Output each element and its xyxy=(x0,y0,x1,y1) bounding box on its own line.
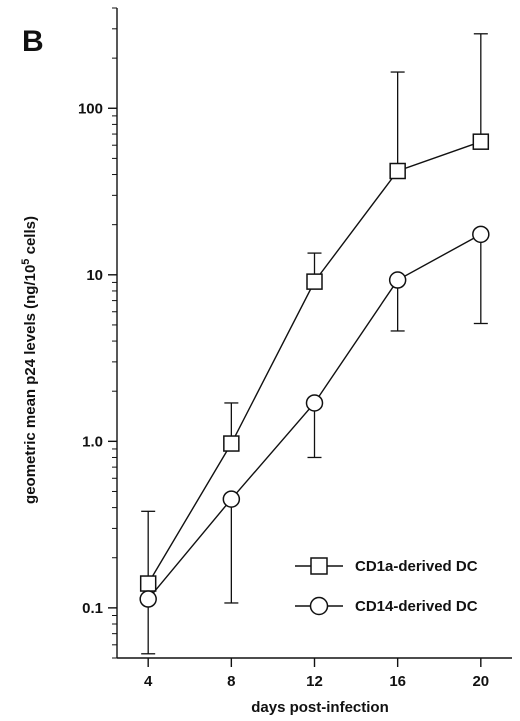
legend: CD1a-derived DC CD14-derived DC xyxy=(295,557,478,616)
y-tick-label: 0.1 xyxy=(82,600,103,617)
y-tick-label: 1.0 xyxy=(82,433,103,450)
x-tick-label: 8 xyxy=(227,673,235,690)
x-tick-label: 16 xyxy=(389,673,406,690)
y-axis-title-superscript: 5 xyxy=(20,259,32,265)
legend-marker-square xyxy=(310,557,328,575)
y-axis-title: geometric mean p24 levels (ng/105 cells) xyxy=(20,216,39,504)
x-tick-label: 4 xyxy=(144,673,153,690)
x-axis-title: days post-infection xyxy=(251,699,389,716)
data-point-circle xyxy=(222,490,241,508)
data-point-square xyxy=(223,435,240,452)
data-point-square xyxy=(139,575,157,592)
x-tick-label: 20 xyxy=(472,673,489,690)
y-tick-label: 10 xyxy=(86,267,103,284)
legend-label: CD14-derived DC xyxy=(355,598,478,615)
x-tick-label: 12 xyxy=(306,673,323,690)
data-point-circle xyxy=(305,394,324,412)
data-point-square xyxy=(472,133,490,150)
data-point-circle xyxy=(388,271,407,289)
panel-label: B xyxy=(22,25,44,58)
legend-label: CD1a-derived DC xyxy=(355,558,478,575)
data-point-circle xyxy=(472,225,490,244)
y-tick-label: 100 xyxy=(78,100,103,117)
data-point-square xyxy=(389,162,406,180)
data-point-circle xyxy=(139,590,157,608)
plot-area: 0.1 1.0 10 100 4 8 12 16 20 xyxy=(78,7,512,690)
y-axis-title-suffix: cells) xyxy=(22,216,39,259)
series-line xyxy=(147,141,482,584)
data-point-square xyxy=(306,273,323,290)
legend-marker-circle xyxy=(309,596,329,616)
y-axis-title-prefix: geometric mean p24 levels (ng/10 xyxy=(22,265,39,504)
